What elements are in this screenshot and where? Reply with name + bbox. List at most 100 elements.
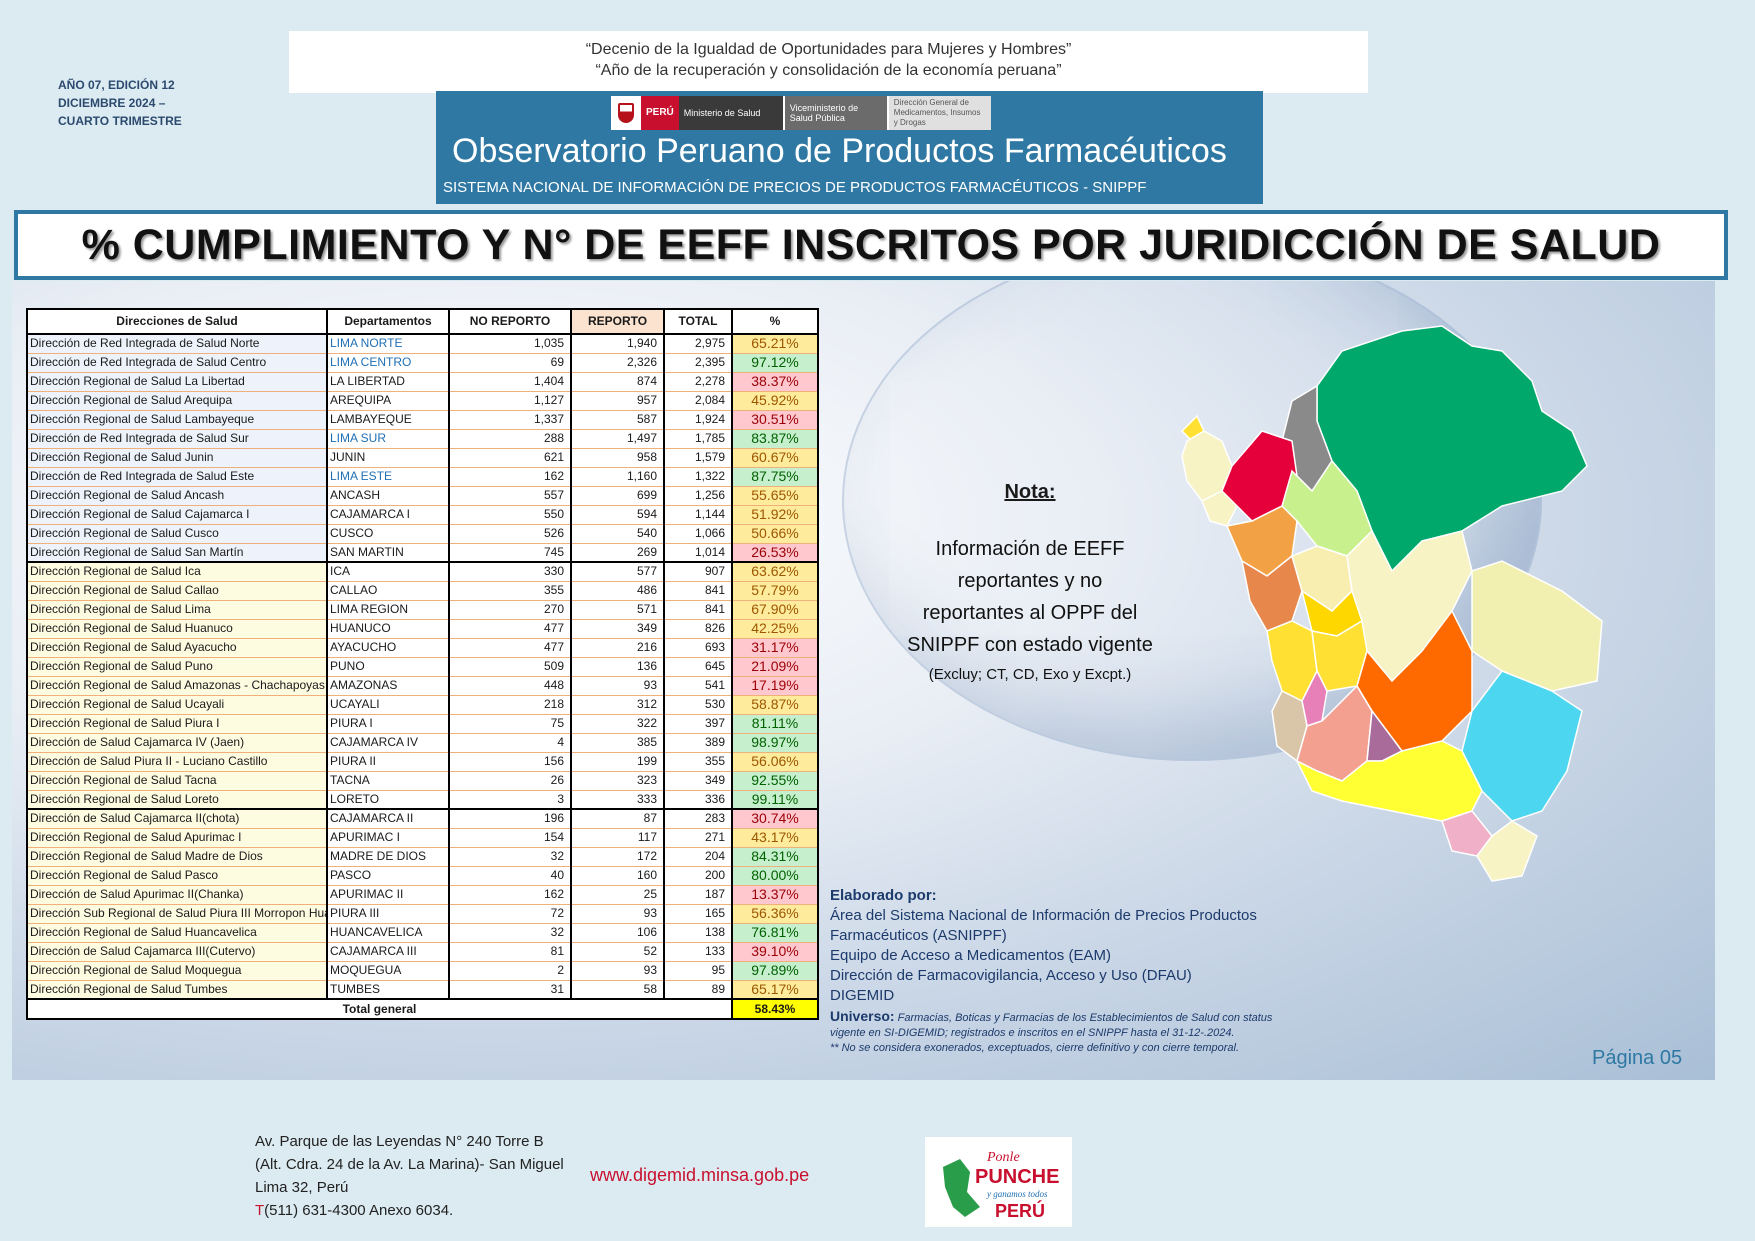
cell-direccion: Dirección Sub Regional de Salud Piura II… (26, 904, 328, 924)
table-row: Dirección Regional de Salud Ayacucho AYAC… (26, 638, 819, 658)
cell-percent: 42.25% (731, 619, 819, 639)
cell-departamento: CAJAMARCA III (326, 942, 450, 962)
address-line-3: Lima 32, Perú (255, 1179, 349, 1196)
cell-reporto: 385 (570, 733, 665, 753)
logo-peru: PERÚ (641, 96, 679, 130)
cell-departamento: JUNIN (326, 448, 450, 468)
phone-prefix: T (255, 1202, 265, 1219)
logo-line-3: y ganamos todos (986, 1189, 1048, 1199)
cell-departamento: AYACUCHO (326, 638, 450, 658)
cell-direccion: Dirección Regional de Salud Huanuco (26, 619, 328, 639)
table-row: Dirección Regional de Salud Huancavelica… (26, 923, 819, 943)
cell-total: 826 (663, 619, 733, 639)
table-row: Dirección de Salud Apurimac II(Chanka) AP… (26, 885, 819, 905)
cell-departamento: AMAZONAS (326, 676, 450, 696)
table-row: Dirección Regional de Salud Arequipa AREQ… (26, 391, 819, 411)
cell-departamento: PIURA II (326, 752, 450, 772)
cell-percent: 38.37% (731, 372, 819, 392)
cell-reporto: 25 (570, 885, 665, 905)
cell-no-reporto: 156 (448, 752, 572, 772)
cell-departamento: MADRE DE DIOS (326, 847, 450, 867)
cell-total: 693 (663, 638, 733, 658)
cell-direccion: Dirección Regional de Salud Madre de Dio… (26, 847, 328, 867)
edition-line-3: CUARTO TRIMESTRE (58, 114, 182, 128)
note-line-2: reportantes y no (957, 570, 1103, 592)
website-link[interactable]: www.digemid.minsa.gob.pe (590, 1165, 810, 1185)
region-lambayeque (1201, 490, 1238, 527)
cell-reporto: 1,160 (570, 467, 665, 487)
cell-direccion: Dirección Regional de Salud Callao (26, 581, 328, 601)
table-row: Dirección Regional de Salud Ucayali UCAYA… (26, 695, 819, 715)
cell-reporto: 571 (570, 600, 665, 620)
cell-total: 841 (663, 600, 733, 620)
note-line-4: SNIPPF con estado vigente (907, 634, 1153, 656)
cell-reporto: 58 (570, 980, 665, 1000)
cell-no-reporto: 1,035 (448, 334, 572, 354)
page-title: % CUMPLIMIENTO Y N° DE EEFF INSCRITOS PO… (14, 210, 1728, 280)
cell-direccion: Dirección de Salud Cajamarca III(Cutervo… (26, 942, 328, 962)
cell-percent: 39.10% (731, 942, 819, 962)
cell-direccion: Dirección Regional de Salud Ica (26, 561, 328, 582)
cell-total: 1,322 (663, 467, 733, 487)
table-row: Dirección Regional de Salud Ica ICA 330 577… (26, 561, 819, 582)
table-row: Dirección Regional de Salud Cusco CUSCO 52… (26, 524, 819, 544)
cell-total: 200 (663, 866, 733, 886)
cell-departamento: LA LIBERTAD (326, 372, 450, 392)
cell-departamento: PIURA III (326, 904, 450, 924)
table-row: Dirección Regional de Salud Lima LIMA REG… (26, 600, 819, 620)
cell-reporto: 958 (570, 448, 665, 468)
cell-direccion: Dirección Regional de Salud Junin (26, 448, 328, 468)
header-departamentos: Departamentos (326, 308, 450, 335)
total-value: 58.43% (731, 998, 819, 1020)
cell-no-reporto: 69 (448, 353, 572, 373)
cell-departamento: TACNA (326, 771, 450, 791)
cell-direccion: Dirección Regional de Salud Cajamarca I (26, 505, 328, 525)
cell-percent: 13.37% (731, 885, 819, 905)
cell-no-reporto: 330 (448, 561, 572, 582)
cell-departamento: ICA (326, 561, 450, 582)
cell-no-reporto: 288 (448, 429, 572, 449)
universe-exclusion-note: ** No se considera exonerados, exceptuad… (830, 1042, 1240, 1054)
table-row: Dirección Regional de Salud San Martín SA… (26, 543, 819, 563)
cell-no-reporto: 270 (448, 600, 572, 620)
cell-no-reporto: 196 (448, 808, 572, 829)
table-row: Dirección Regional de Salud Pasco PASCO 40… (26, 866, 819, 886)
cell-percent: 45.92% (731, 391, 819, 411)
table-row: Dirección de Salud Cajamarca II(chota) CA… (26, 808, 819, 829)
cell-reporto: 699 (570, 486, 665, 506)
cell-reporto: 172 (570, 847, 665, 867)
table-row: Dirección Regional de Salud Piura I PIURA… (26, 714, 819, 734)
cell-percent: 30.51% (731, 410, 819, 430)
cell-direccion: Dirección Regional de Salud Tumbes (26, 980, 328, 1000)
cell-percent: 56.06% (731, 752, 819, 772)
cell-direccion: Dirección Regional de Salud Arequipa (26, 391, 328, 411)
cell-percent: 65.17% (731, 980, 819, 1000)
banner-subtitle: SISTEMA NACIONAL DE INFORMACIÓN DE PRECI… (443, 179, 1147, 196)
cell-percent: 57.79% (731, 581, 819, 601)
cell-direccion: Dirección Regional de Salud Apurimac I (26, 828, 328, 848)
cell-direccion: Dirección Regional de Salud Ayacucho (26, 638, 328, 658)
cell-reporto: 577 (570, 561, 665, 582)
cell-total: 271 (663, 828, 733, 848)
cell-direccion: Dirección Regional de Salud Lambayeque (26, 410, 328, 430)
cell-reporto: 349 (570, 619, 665, 639)
cell-percent: 58.87% (731, 695, 819, 715)
cell-no-reporto: 3 (448, 790, 572, 810)
table-row: Dirección Regional de Salud Apurimac I AP… (26, 828, 819, 848)
cell-reporto: 87 (570, 808, 665, 829)
content-panel: Direcciones de Salud Departamentos NO RE… (12, 281, 1715, 1080)
cell-departamento: APURIMAC I (326, 828, 450, 848)
cell-total: 204 (663, 847, 733, 867)
cell-direccion: Dirección Regional de Salud Piura I (26, 714, 328, 734)
cell-direccion: Dirección de Red Integrada de Salud Sur (26, 429, 328, 449)
logo-viceministerio: Viceministerio de Salud Pública (782, 96, 887, 130)
cell-no-reporto: 4 (448, 733, 572, 753)
table-row: Dirección Regional de Salud Huanuco HUANU… (26, 619, 819, 639)
cell-total: 349 (663, 771, 733, 791)
map-regions (1180, 325, 1603, 882)
cell-percent: 50.66% (731, 524, 819, 544)
observatory-banner: PERÚ Ministerio de Salud Viceministerio … (436, 91, 1263, 204)
cell-no-reporto: 162 (448, 467, 572, 487)
cell-total: 165 (663, 904, 733, 924)
